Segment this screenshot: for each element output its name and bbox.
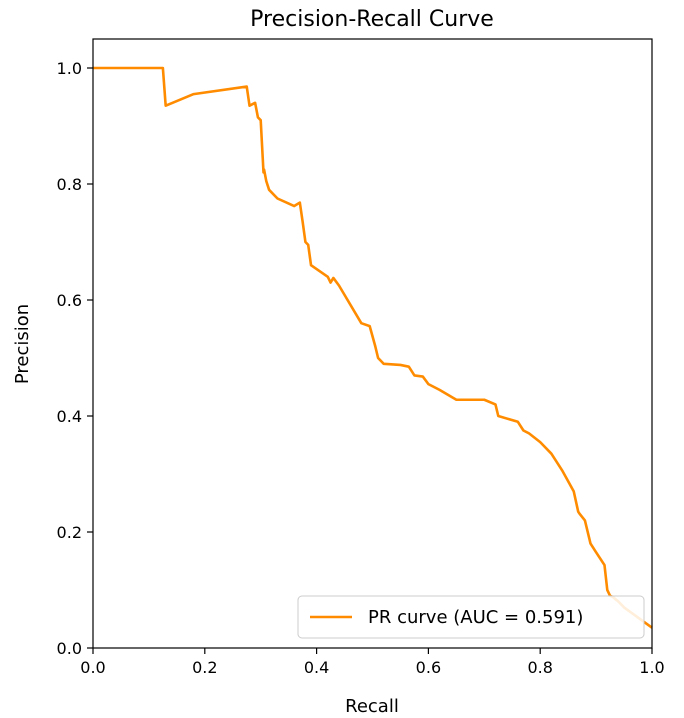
y-tick-label: 0.2 — [57, 523, 82, 542]
x-tick-label: 0.4 — [304, 658, 329, 677]
x-tick-label: 0.6 — [416, 658, 441, 677]
y-tick-label: 0.6 — [57, 291, 82, 310]
y-tick-label: 0.8 — [57, 175, 82, 194]
legend-entry-label: PR curve (AUC = 0.591) — [368, 607, 583, 628]
y-tick-label: 0.0 — [57, 639, 82, 658]
x-tick-label: 0.0 — [80, 658, 105, 677]
x-axis-label: Recall — [345, 696, 399, 717]
series-line-0 — [93, 66, 653, 629]
axes-layer: 0.0 0.2 0.4 0.6 0.8 1.0 0.0 0.2 0.4 0.6 0.8 1.0 — [57, 38, 665, 677]
x-tick-label: 0.2 — [192, 658, 217, 677]
y-tick-label: 1.0 — [57, 59, 82, 78]
plot-frame — [92, 38, 653, 649]
chart-title: Precision-Recall Curve — [250, 7, 494, 32]
series-layer — [93, 66, 653, 629]
legend: PR curve (AUC = 0.591) — [297, 595, 645, 639]
y-tick-label: 0.4 — [57, 407, 82, 426]
x-tick-label: 0.8 — [527, 658, 552, 677]
y-axis-label: Precision — [12, 304, 33, 384]
x-tick-label: 1.0 — [639, 658, 664, 677]
legend-box — [297, 595, 645, 639]
